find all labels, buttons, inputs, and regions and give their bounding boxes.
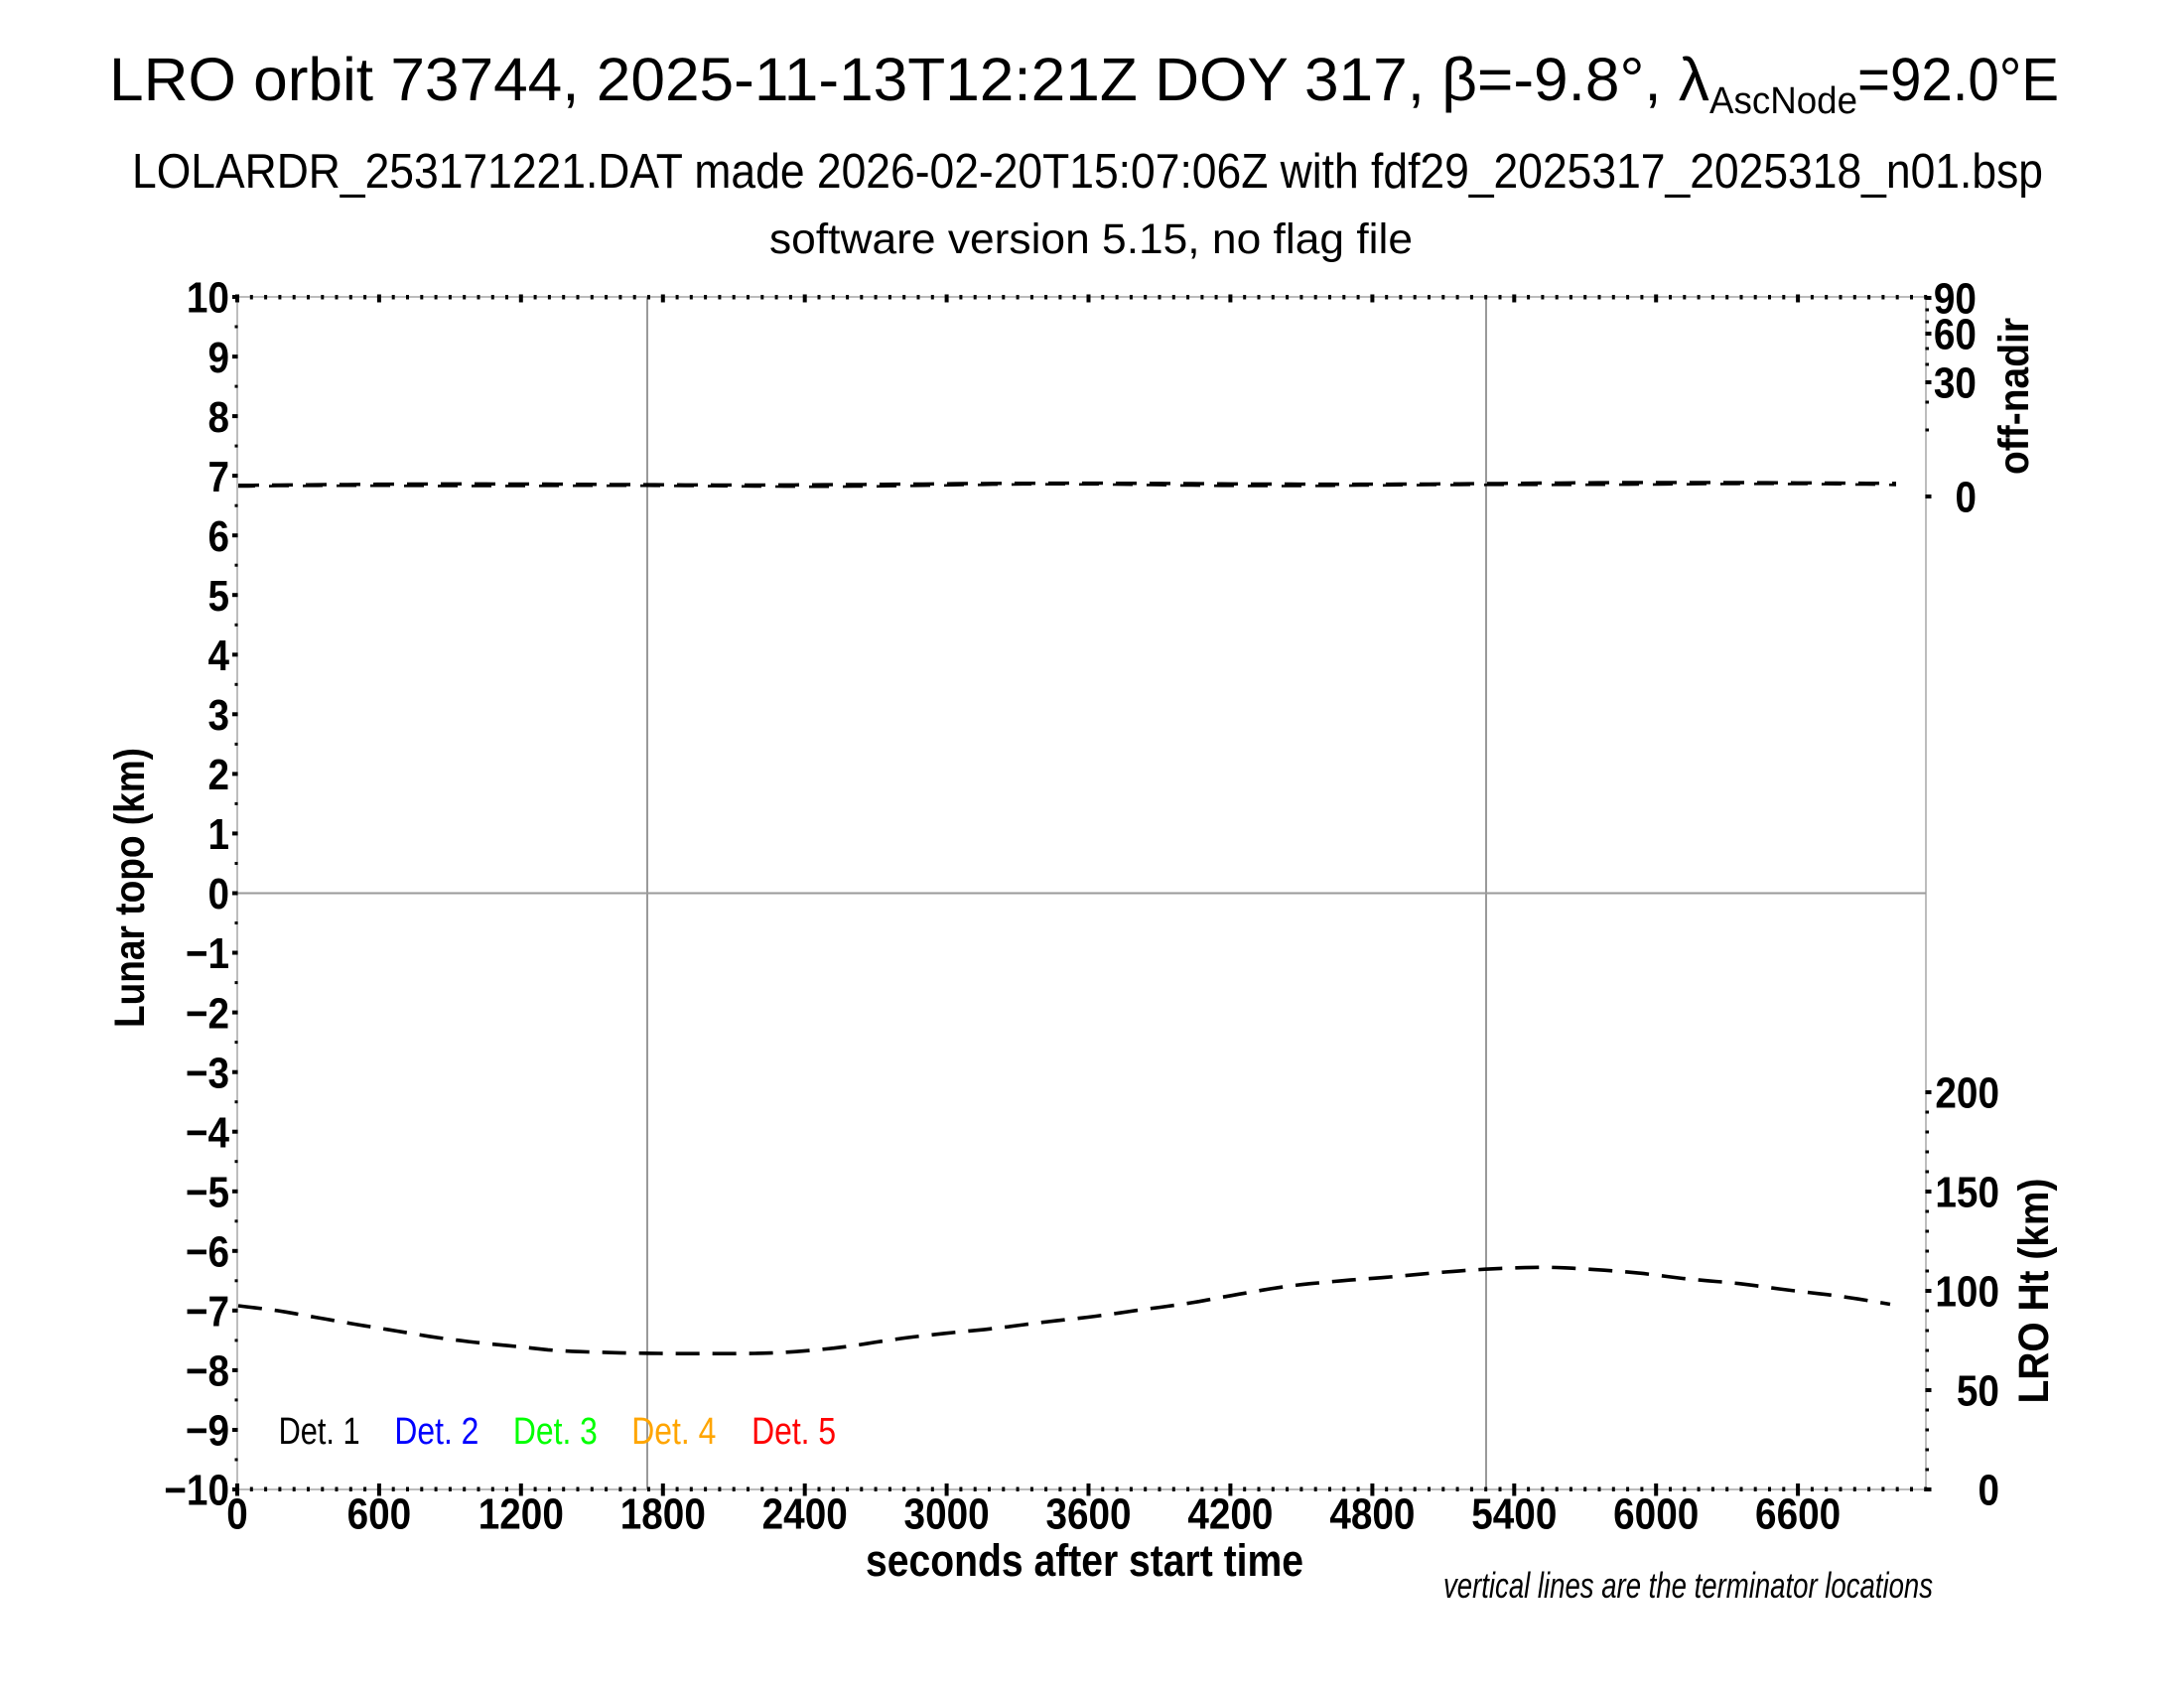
- svg-text:−1: −1: [186, 929, 229, 978]
- svg-text:30: 30: [1934, 359, 1977, 408]
- svg-text:Det. 4: Det. 4: [631, 1411, 716, 1453]
- svg-text:3: 3: [208, 691, 230, 740]
- svg-text:−8: −8: [186, 1347, 229, 1396]
- svg-text:0: 0: [226, 1490, 248, 1539]
- svg-text:50: 50: [1957, 1367, 1999, 1416]
- svg-text:0: 0: [1956, 474, 1978, 522]
- svg-text:4: 4: [208, 632, 230, 680]
- svg-text:2400: 2400: [762, 1490, 848, 1539]
- svg-text:10: 10: [187, 274, 229, 323]
- svg-text:60: 60: [1934, 311, 1977, 359]
- svg-text:5400: 5400: [1471, 1490, 1557, 1539]
- svg-text:4800: 4800: [1329, 1490, 1415, 1539]
- svg-text:0: 0: [208, 870, 230, 918]
- svg-text:LRO orbit 73744, 2025-11-13T12: LRO orbit 73744, 2025-11-13T12:21Z DOY 3…: [109, 46, 2059, 122]
- svg-text:−2: −2: [186, 989, 229, 1038]
- svg-text:200: 200: [1935, 1069, 1999, 1118]
- svg-text:−5: −5: [186, 1169, 229, 1217]
- svg-text:6000: 6000: [1613, 1490, 1699, 1539]
- svg-text:Det. 3: Det. 3: [513, 1411, 598, 1453]
- svg-text:−7: −7: [186, 1288, 229, 1337]
- svg-text:100: 100: [1935, 1268, 1999, 1317]
- svg-text:1800: 1800: [620, 1490, 706, 1539]
- svg-text:LOLARDR_253171221.DAT made 202: LOLARDR_253171221.DAT made 2026-02-20T15…: [132, 145, 2043, 199]
- svg-text:software version 5.15, no flag: software version 5.15, no flag file: [769, 215, 1413, 263]
- svg-text:vertical lines are the termina: vertical lines are the terminator locati…: [1443, 1565, 1933, 1606]
- svg-text:1200: 1200: [478, 1490, 564, 1539]
- svg-text:7: 7: [208, 453, 230, 501]
- svg-text:2: 2: [208, 751, 230, 799]
- svg-text:−6: −6: [186, 1228, 229, 1277]
- svg-text:3600: 3600: [1045, 1490, 1131, 1539]
- svg-text:8: 8: [208, 393, 230, 442]
- svg-text:5: 5: [208, 572, 230, 621]
- svg-text:9: 9: [208, 334, 230, 382]
- svg-text:−10: −10: [164, 1467, 229, 1515]
- svg-text:150: 150: [1935, 1169, 1999, 1217]
- svg-text:Det. 5: Det. 5: [751, 1411, 836, 1453]
- svg-text:0: 0: [1979, 1467, 2000, 1515]
- svg-text:4200: 4200: [1187, 1490, 1273, 1539]
- svg-text:1: 1: [208, 810, 230, 859]
- svg-text:−4: −4: [186, 1108, 230, 1157]
- svg-text:off-nadir: off-nadir: [1990, 318, 2038, 475]
- svg-text:3000: 3000: [904, 1490, 990, 1539]
- svg-text:seconds after start time: seconds after start time: [866, 1535, 1303, 1586]
- svg-text:Det. 1: Det. 1: [279, 1411, 360, 1453]
- svg-text:−3: −3: [186, 1049, 229, 1097]
- svg-text:600: 600: [347, 1490, 412, 1539]
- svg-text:6: 6: [208, 512, 230, 561]
- svg-text:Lunar topo (km): Lunar topo (km): [106, 748, 154, 1028]
- svg-text:−9: −9: [186, 1407, 229, 1456]
- svg-text:Det. 2: Det. 2: [394, 1411, 478, 1453]
- svg-text:90: 90: [1934, 275, 1977, 324]
- svg-text:6600: 6600: [1755, 1490, 1841, 1539]
- svg-text:LRO Ht (km): LRO Ht (km): [2010, 1179, 2058, 1404]
